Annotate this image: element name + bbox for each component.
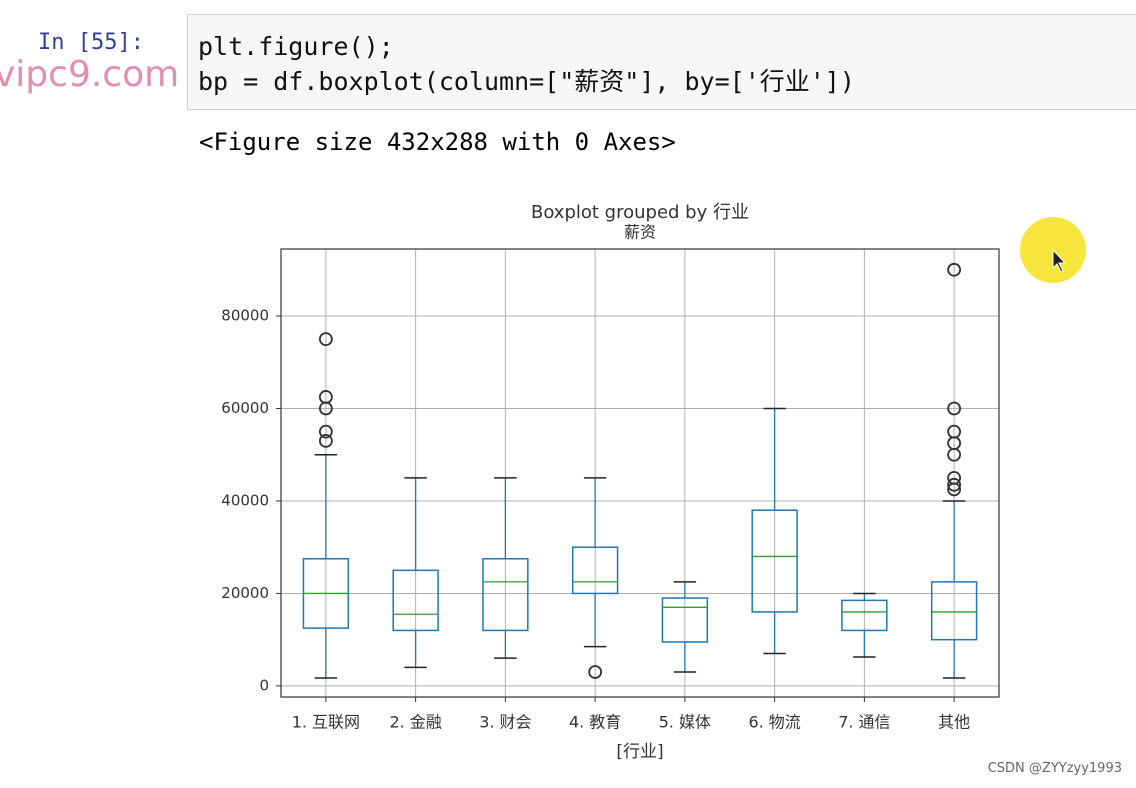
mouse-cursor [1052,248,1067,273]
x-tick-label: 3. 财会 [479,713,531,732]
footer: CSDN @ZYYzyy1993 [987,761,1122,776]
x-tick-label: 4. 教育 [569,713,621,732]
code-line: bp = df.boxplot(column=["薪资"], by=['行业']… [198,67,855,96]
box [751,509,798,613]
box [661,597,709,643]
chart-subtitle: 薪资 [624,223,656,242]
x-tick-label: 2. 金融 [389,713,441,732]
flier [947,477,962,492]
code-cell[interactable]: plt.figure(); bp = df.boxplot(column=["薪… [187,14,1136,110]
cell-prompt: In [55]: [38,30,144,55]
x-tick-label: 5. 媒体 [659,713,711,732]
flier [947,470,962,485]
flier [947,424,962,439]
y-tick-label: 80000 [221,307,269,325]
chart-title: Boxplot grouped by 行业 [531,202,749,223]
y-tick-label: 40000 [221,491,269,509]
x-axis-label: [行业] [616,742,663,762]
box [482,558,529,632]
plot-frame [280,248,1000,698]
flier [947,401,962,416]
flier [318,332,333,347]
x-tick-label: 1. 互联网 [292,713,360,732]
x-tick-label: 6. 物流 [748,713,800,732]
watermark: vipc9.com [0,54,180,95]
code-line: plt.figure(); [198,32,394,61]
box [841,599,888,632]
flier [588,665,603,679]
x-tick-label: 其他 [938,713,970,732]
cell-output: <Figure size 432x288 with 0 Axes> [199,128,676,156]
x-tick-label: 7. 通信 [838,713,890,732]
flier [947,262,962,277]
box [571,546,619,595]
plot-area [281,249,999,697]
box [930,581,978,641]
flier [318,390,333,404]
flier [318,433,333,448]
flier [318,424,333,439]
box [392,569,439,632]
y-tick-label: 60000 [221,399,269,417]
y-tick-label: 0 [259,676,269,694]
y-tick-label: 20000 [221,584,269,602]
